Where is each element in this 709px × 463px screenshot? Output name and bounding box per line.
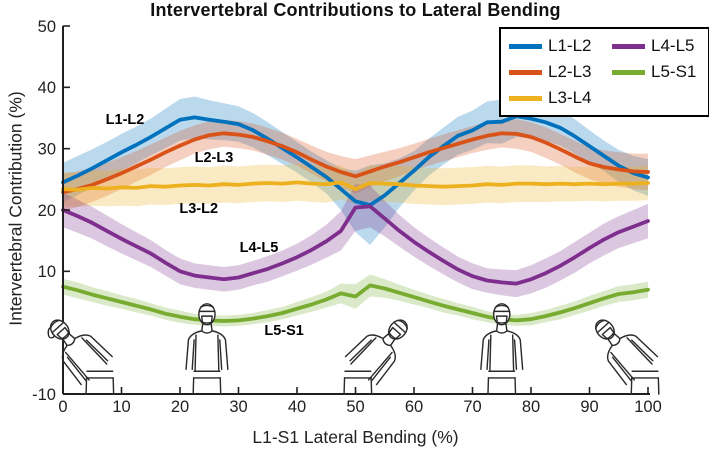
x-tick-label: 100 <box>634 398 662 416</box>
legend-label: L3-L4 <box>548 88 592 107</box>
x-tick-label: 60 <box>405 398 423 416</box>
x-tick-label: 20 <box>171 398 189 416</box>
person-bent-left-icon <box>49 319 115 395</box>
series-band-L3-L4 <box>63 164 648 207</box>
y-tick-label: 10 <box>38 263 56 281</box>
legend-entry: L3-L4 <box>509 85 612 111</box>
series-line-L5-S1 <box>61 283 650 323</box>
series-band-L2-L3 <box>63 119 648 211</box>
legend-entry: L1-L2 <box>509 33 612 59</box>
x-tick-label: 10 <box>112 398 130 416</box>
legend-label: L5-S1 <box>651 62 697 81</box>
x-tick-label: 0 <box>58 398 67 416</box>
series-line-L4-L5 <box>61 204 650 286</box>
annotation-label: L3-L2 <box>179 200 219 217</box>
legend-swatch-l1-l2 <box>509 43 542 49</box>
x-axis-label: L1-S1 Lateral Bending (%) <box>252 427 459 447</box>
person-bent-left-icon <box>594 319 660 395</box>
x-tick-label: 80 <box>522 398 540 416</box>
series-line-L1-L2 <box>61 114 650 207</box>
y-tick-label: 40 <box>38 79 56 97</box>
person-bent-right-icon <box>343 319 408 395</box>
x-tick-label: 50 <box>346 398 364 416</box>
x-tick-label: 70 <box>463 398 481 416</box>
legend-entry: L4-L5 <box>612 33 708 59</box>
y-tick-label: -10 <box>32 386 56 404</box>
person-upright-icon <box>480 303 524 395</box>
x-tick-label: 90 <box>580 398 598 416</box>
annotation-label: L2-L3 <box>194 149 234 166</box>
legend-label: L4-L5 <box>651 36 695 55</box>
legend-swatch-l5-s1 <box>612 69 645 75</box>
series-band-L4-L5 <box>63 184 648 298</box>
legend-swatch-l4-l5 <box>612 43 645 49</box>
annotation-label: L1-L2 <box>105 112 145 129</box>
y-tick-label: 30 <box>38 140 56 158</box>
annotation-label: L5-S1 <box>264 322 304 339</box>
legend-label: L2-L3 <box>548 62 592 81</box>
legend-entry: L5-S1 <box>612 59 708 85</box>
series-lines <box>61 114 650 323</box>
x-tick-label: 30 <box>229 398 247 416</box>
series-line-L2-L3 <box>61 131 650 195</box>
y-tick-label: 20 <box>38 202 56 220</box>
x-tick-label: 40 <box>288 398 306 416</box>
legend: L1-L2 L2-L3 L3-L4 L4-L5 L5-S1 <box>499 27 709 117</box>
series-band-L5-S1 <box>63 274 648 327</box>
legend-swatch-l3-l4 <box>509 95 542 101</box>
annotation-label: L4-L5 <box>239 240 279 257</box>
legend-label: L1-L2 <box>548 36 592 55</box>
y-tick-label: 50 <box>38 18 56 36</box>
chart-title: Intervertebral Contributions to Lateral … <box>150 0 561 20</box>
y-tick-label: 0 <box>47 324 56 342</box>
series-line-L3-L4 <box>61 180 650 192</box>
legend-swatch-l2-l3 <box>509 69 542 75</box>
y-axis-label: Intervertebral Contribution (%) <box>5 91 26 326</box>
legend-entry: L2-L3 <box>509 59 612 85</box>
person-upright-icon <box>185 303 229 395</box>
